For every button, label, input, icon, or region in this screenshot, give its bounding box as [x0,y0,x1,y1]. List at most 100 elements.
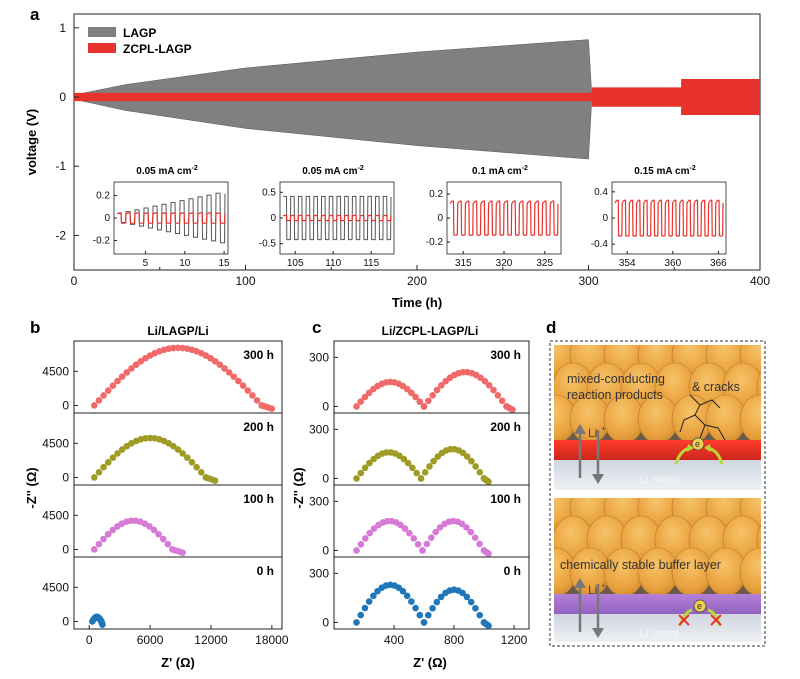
nyquist-point [485,550,492,557]
nyquist-point [118,373,126,380]
nyquist-point [357,398,365,405]
nyquist-point [509,406,516,413]
li-ion-sup-top: + [601,424,606,433]
grain [739,394,761,444]
x-axis-label-a: Time (h) [392,295,442,310]
inset-x-tick-label: 354 [619,258,636,269]
nyquist-point [463,593,471,601]
inset-x-tick-label: 320 [496,258,513,269]
nyquist-point [109,526,116,534]
label-cracks: & cracks [692,380,740,394]
x-tick-label: 6000 [137,633,164,647]
nyquist-subplot-100-h: 100 h 4500 0 [42,484,283,558]
nyquist-point [132,361,140,368]
panel-b-title: Li/LAGP/Li [147,324,208,338]
panel-letter-d: d [546,318,556,337]
nyquist-point [100,463,107,471]
inset-series-zcpl [614,199,724,237]
y-tick-label: 4500 [42,436,69,450]
nyquist-point [485,478,492,485]
nyquist-subplot-0-h: 0 h 300 0 400 800 1200 [309,556,530,647]
nyquist-point [170,442,177,450]
inset-series-zcpl [116,212,226,224]
nyquist-point [225,369,233,376]
y-tick-label-a: -1 [55,159,66,173]
y-tick-label: 0 [322,471,329,485]
nyquist-point [123,369,131,376]
crack-lines [679,394,726,441]
nyquist-subplot-300-h: 300 h 300 0 [309,340,530,414]
nyquist-point [109,454,117,462]
nyquist-point [406,529,413,537]
nyquist-point [188,459,196,466]
li-ion-sup-bottom: + [601,581,606,590]
x-tick-label-a: 0 [71,274,78,288]
y-tick-label: 300 [309,566,329,580]
nyquist-point [366,529,374,537]
nyquist-point [476,611,484,619]
grain [739,547,761,597]
y-tick-label: 0 [62,614,69,628]
grain [756,525,761,555]
schematic-bottom [554,498,761,642]
inset-y-tick-label: 0 [270,213,276,224]
nyquist-point [211,477,219,484]
inset-y-tick-label: 0.2 [429,189,443,200]
schematic-border [549,340,766,647]
y-tick-label: 0 [62,542,69,556]
nyquist-point [253,397,261,404]
y-tick-label: 300 [309,422,329,436]
nyquist-point [95,397,103,404]
nyquist-point [361,464,369,472]
nyquist-point [429,604,436,612]
li-metal-bottom [554,614,761,642]
nyquist-point [419,547,426,554]
panel-c-title: Li/ZCPL-LAGP/Li [382,324,479,338]
nyquist-point [498,397,506,405]
y-tick-label-a: 0 [59,90,66,104]
subplot-time-label: 200 h [243,420,274,434]
nyquist-point [99,621,106,628]
inset-x-tick-label: 15 [219,258,231,269]
subplot-frame [73,340,283,414]
inset-title-text: 0.1 mA cm [472,166,522,177]
nyquist-point [353,403,360,410]
inset-y-tick-label: -0.2 [426,237,444,248]
nyquist-lagp: Li/LAGP/Li 300 h 4500 0 200 h 4500 0 100 h 4500… [24,324,289,670]
inset-title-sup: -2 [191,165,197,172]
inset-x-tick-label: 5 [143,258,149,269]
inset-y-tick-label: -0.4 [591,239,609,250]
y-tick-label: 300 [309,494,329,508]
nyquist-point [150,526,158,534]
nyquist-point [401,525,409,532]
nyquist-point [472,604,479,612]
nyquist-point [104,530,112,538]
li-ion-arrow-bottom: Li + [574,578,606,638]
nyquist-point [179,450,186,457]
buffer-layer [554,594,761,616]
nyquist-point [430,457,437,465]
inset-3: 0.1 mA cm-2 315 320 325 0.2 0 -0.2 [426,165,562,269]
y-tick-label: 0 [322,399,329,413]
nyquist-point [211,357,219,365]
nyquist-point [425,397,432,405]
inset-series-zcpl [282,214,392,222]
y-axis-label-b: -Z'' (Ω) [24,467,39,508]
nyquist-point [159,535,167,543]
subplot-frame [73,484,283,558]
nyquist-point [490,386,497,394]
nyquist-point [366,459,373,467]
insets-a: 0.05 mA cm-25 10 150.20-0.20.05 mA cm-2105… [93,165,727,269]
nyquist-point [481,377,489,385]
nyquist-point [403,592,411,600]
nyquist-point [463,524,470,531]
li-metal-top [554,460,761,490]
x-tick-label-a: 200 [407,274,427,288]
x-tick-label: 18000 [255,633,289,647]
grain [756,372,761,402]
nyquist-point [90,402,98,409]
legend-swatch-zcpl [88,43,116,53]
